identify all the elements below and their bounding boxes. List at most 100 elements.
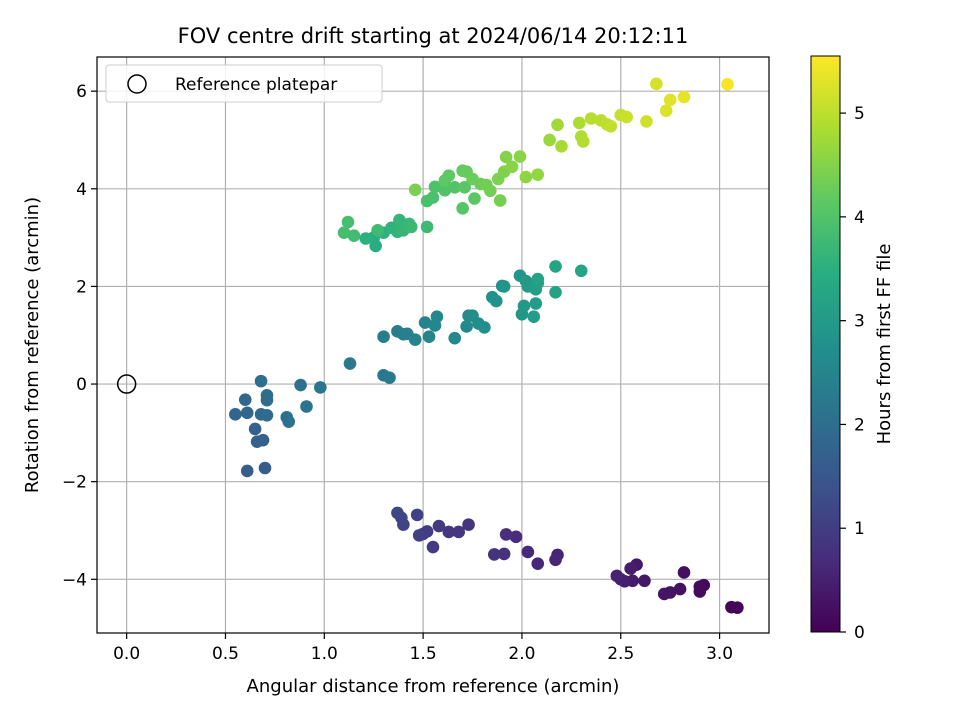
- x-axis-label: Angular distance from reference (arcmin): [247, 676, 620, 697]
- scatter-point: [549, 260, 562, 273]
- scatter-point: [572, 116, 586, 130]
- scatter-point: [294, 378, 307, 392]
- scatter-point: [456, 202, 469, 215]
- scatter-point: [426, 191, 440, 204]
- scatter-point: [677, 90, 691, 104]
- scatter-points: [229, 77, 744, 614]
- scatter-point: [426, 540, 440, 554]
- colorbar-gradient: [810, 55, 841, 633]
- scatter-point: [620, 110, 633, 124]
- scatter-point: [341, 215, 355, 229]
- scatter-point: [300, 400, 313, 413]
- y-tick-label: −4: [62, 570, 87, 590]
- colorbar-tick-label: 0: [854, 623, 865, 643]
- scatter-point: [517, 299, 531, 313]
- scatter-point: [254, 374, 268, 388]
- colorbar: 0 1 2 3 4 5 Hours from first FF file: [810, 55, 895, 643]
- scatter-point: [432, 519, 446, 533]
- y-tick-label: −2: [62, 473, 87, 493]
- scatter-point: [371, 223, 384, 237]
- y-tick-label: 2: [76, 277, 87, 297]
- scatter-point: [347, 229, 361, 242]
- x-tick-label: 2.0: [508, 644, 535, 664]
- scatter-point: [549, 285, 562, 299]
- scatter-point: [604, 120, 618, 133]
- scatter-point: [377, 330, 390, 344]
- scatter-point: [343, 357, 357, 370]
- scatter-point: [497, 547, 511, 561]
- scatter-point: [489, 294, 503, 308]
- scatter-point: [549, 553, 562, 567]
- scatter-point: [410, 508, 424, 522]
- chart-title: FOV centre drift starting at 2024/06/14 …: [178, 24, 689, 48]
- scatter-point: [624, 562, 637, 575]
- scatter-point: [260, 408, 274, 422]
- y-tick-label: 0: [76, 375, 87, 395]
- x-tick-label: 2.5: [607, 644, 634, 664]
- scatter-point: [229, 408, 242, 421]
- scatter-point: [513, 150, 527, 163]
- scatter-point: [240, 406, 254, 420]
- scatter-point: [428, 180, 442, 194]
- scatter-point: [509, 530, 523, 544]
- scatter-point: [640, 115, 653, 128]
- colorbar-ticks: 0 1 2 3 4 5: [840, 104, 865, 643]
- scatter-point: [452, 525, 465, 539]
- x-axis-ticks: 0.0 0.5 1.0 1.5 2.0 2.5 3.0: [113, 633, 733, 664]
- scatter-point: [418, 316, 432, 329]
- scatter-point: [468, 192, 481, 205]
- scatter-point: [458, 181, 471, 194]
- scatter-point: [499, 150, 513, 164]
- scatter-point: [543, 133, 556, 147]
- colorbar-tick-label: 5: [854, 104, 865, 124]
- legend-label: Reference platepar: [175, 75, 337, 95]
- y-tick-label: 6: [76, 82, 87, 102]
- scatter-point: [673, 582, 687, 596]
- x-tick-label: 0.5: [212, 644, 239, 664]
- scatter-point: [659, 104, 673, 117]
- colorbar-label: Hours from first FF file: [874, 244, 895, 445]
- scatter-point: [442, 169, 456, 182]
- colorbar-tick-label: 1: [854, 519, 865, 539]
- scatter-point: [497, 280, 511, 293]
- scatter-point: [531, 168, 545, 181]
- scatter-point: [487, 548, 501, 561]
- scatter-point: [391, 506, 404, 520]
- x-tick-label: 1.0: [311, 644, 338, 664]
- scatter-point: [248, 422, 262, 436]
- scatter-point: [693, 585, 707, 598]
- scatter-point: [250, 435, 264, 448]
- y-axis-label: Rotation from reference (arcmin): [22, 197, 43, 493]
- scatter-point: [314, 381, 327, 394]
- scatter-point: [393, 213, 406, 227]
- legend-box: [105, 64, 383, 103]
- colorbar-tick-label: 4: [854, 208, 865, 228]
- scatter-point: [337, 226, 351, 240]
- plot-frame: [96, 56, 770, 634]
- x-tick-label: 3.0: [706, 644, 733, 664]
- scatter-point: [484, 184, 497, 198]
- scatter-point: [505, 160, 519, 174]
- legend: Reference platepar: [105, 64, 383, 103]
- scatter-point: [531, 272, 545, 286]
- scatter-point: [420, 220, 434, 234]
- plot-area: [96, 56, 770, 634]
- scatter-point: [521, 545, 535, 559]
- scatter-point: [576, 135, 590, 148]
- scatter-point: [493, 194, 507, 207]
- scatter-point: [408, 183, 422, 197]
- scatter-point: [529, 297, 543, 310]
- scatter-point: [584, 112, 598, 125]
- scatter-point: [638, 574, 651, 588]
- scatter-point: [260, 388, 274, 402]
- scatter-point: [555, 140, 568, 153]
- x-tick-label: 1.5: [410, 644, 437, 664]
- scatter-point: [448, 331, 462, 345]
- scatter-point: [359, 232, 373, 245]
- scatter-point: [527, 310, 541, 323]
- scatter-point: [442, 525, 456, 539]
- scatter-point: [663, 93, 677, 107]
- scatter-point: [460, 320, 473, 333]
- colorbar-tick-label: 3: [854, 312, 865, 332]
